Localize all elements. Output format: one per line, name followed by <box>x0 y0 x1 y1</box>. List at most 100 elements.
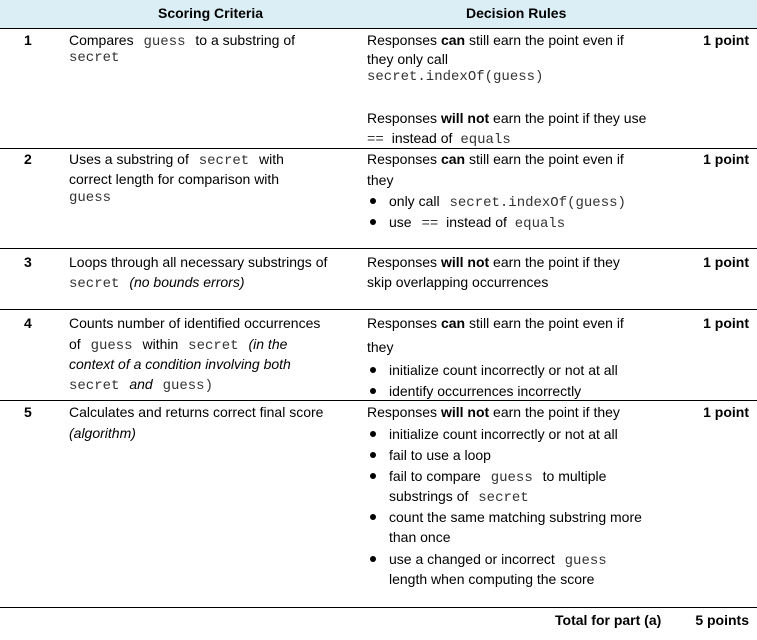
row-divider <box>0 400 757 401</box>
criteria-code: guess <box>90 338 133 354</box>
bullet-icon <box>370 219 376 225</box>
rule-code: guess <box>564 553 607 569</box>
total-label: Total for part (a) <box>555 612 662 628</box>
rule-text: earn the point if they use <box>493 110 647 126</box>
row-3-criteria-line-1: Loops through all necessary substrings o… <box>69 254 328 270</box>
row-4-criteria-line-3: context of a condition involving both <box>69 356 291 372</box>
row-divider <box>0 309 757 310</box>
row-1-rule-line-4: Responses will not earn the point if the… <box>367 108 646 128</box>
row-5-rule-bullet-3: fail to compare guess to multiple <box>389 466 606 488</box>
bullet-icon <box>370 388 376 394</box>
criteria-text: of <box>69 336 81 352</box>
row-5-criteria-line-1: Calculates and returns correct final sco… <box>69 404 324 420</box>
row-4-criteria-line-2: of guess within secret (in the <box>69 334 287 356</box>
row-3-number: 3 <box>24 254 32 270</box>
bullet-icon <box>370 514 376 520</box>
bullet-icon <box>370 431 376 437</box>
criteria-text: with <box>259 151 284 167</box>
row-4-rule-line-1: Responses can still earn the point even … <box>367 313 624 333</box>
bullet-icon <box>370 556 376 562</box>
rule-text: Responses <box>367 32 438 48</box>
rule-text: still earn the point even if <box>468 32 624 48</box>
rule-bold: will not <box>440 404 490 420</box>
row-5-rule-bullet-1: initialize count incorrectly or not at a… <box>389 426 618 442</box>
criteria-code: secret <box>69 276 120 292</box>
criteria-code: secret <box>188 338 239 354</box>
criteria-text: Uses a substring of <box>69 151 189 167</box>
rule-text: use <box>389 214 412 230</box>
row-5-rule-line-1: Responses will not earn the point if the… <box>367 402 620 422</box>
row-1-points: 1 point <box>703 32 749 48</box>
rule-code: equals <box>514 216 566 232</box>
rule-code: guess <box>490 470 533 486</box>
rule-text: to multiple <box>542 468 607 484</box>
row-2-rule-line-2: they <box>367 172 394 188</box>
row-5-rule-bullet-3-cont: substrings of secret <box>389 486 529 508</box>
row-3-rule-line-2: skip overlapping occurrences <box>367 274 549 290</box>
criteria-italic: and <box>129 376 153 392</box>
row-divider <box>0 248 757 249</box>
row-1-number: 1 <box>24 32 32 48</box>
rule-code: equals <box>460 132 511 148</box>
rule-bold: will not <box>440 110 490 126</box>
rule-text: fail to compare <box>389 468 481 484</box>
row-1-rule-line-1: Responses can still earn the point even … <box>367 30 624 50</box>
row-3-criteria-line-2: secret (no bounds errors) <box>69 272 244 294</box>
criteria-italic: (in the <box>248 336 288 352</box>
row-1-criteria-code-2: secret <box>69 50 120 66</box>
rule-code: secret <box>478 490 529 506</box>
rule-text: use a changed or incorrect <box>389 551 555 567</box>
row-5-number: 5 <box>24 404 32 420</box>
row-2-points: 1 point <box>703 151 749 167</box>
row-1-rule-code: secret.indexOf(guess) <box>367 69 544 85</box>
rule-text: instead of <box>391 130 453 146</box>
criteria-code: guess) <box>162 378 213 394</box>
row-4-rule-line-2: they <box>367 339 394 355</box>
rule-code: == <box>367 132 384 148</box>
rule-text: instead of <box>446 214 507 230</box>
row-1-criteria-line-1: Compares guess to a substring of <box>69 30 295 52</box>
total-points: 5 points <box>695 612 749 628</box>
row-4-rule-bullet-1: initialize count incorrectly or not at a… <box>389 362 618 378</box>
row-2-criteria-line-2: correct length for comparison with <box>69 171 280 187</box>
rule-text: Responses <box>367 404 438 420</box>
row-4-criteria-line-4: secret and guess) <box>69 374 213 396</box>
row-2-criteria-code-2: guess <box>69 190 112 206</box>
table-header <box>0 0 757 29</box>
row-1-rule-line-5: == instead of equals <box>367 128 511 150</box>
row-5-rule-bullet-4-cont: than once <box>389 529 451 545</box>
row-4-points: 1 point <box>703 315 749 331</box>
rule-text: Responses <box>367 315 438 331</box>
bullet-icon <box>370 367 376 373</box>
row-5-criteria-line-2: (algorithm) <box>69 425 136 441</box>
row-3-rule-line-1: Responses will not earn the point if the… <box>367 252 620 272</box>
rule-bold: can <box>440 32 466 48</box>
row-1-criteria-text-2: to a substring of <box>195 32 296 48</box>
bullet-icon <box>370 452 376 458</box>
bullet-icon <box>370 198 376 204</box>
row-divider <box>0 607 757 608</box>
rule-code: == <box>421 216 439 232</box>
rule-text: still earn the point even if <box>468 315 624 331</box>
bullet-icon <box>370 473 376 479</box>
rule-text: Responses <box>367 254 438 270</box>
row-2-criteria-line-1: Uses a substring of secret with <box>69 149 284 171</box>
rule-code: secret.indexOf(guess) <box>449 195 626 211</box>
row-2-rule-line-1: Responses can still earn the point even … <box>367 149 624 169</box>
rule-text: only call <box>389 193 440 209</box>
row-1-criteria-text: Compares <box>69 32 134 48</box>
header-decision-rules: Decision Rules <box>466 5 567 21</box>
rule-bold: can <box>440 315 466 331</box>
row-4-criteria-line-1: Counts number of identified occurrences <box>69 315 321 331</box>
row-5-points: 1 point <box>703 404 749 420</box>
row-5-rule-bullet-2: fail to use a loop <box>389 447 491 463</box>
row-3-points: 1 point <box>703 254 749 270</box>
criteria-text: within <box>142 336 179 352</box>
row-5-rule-bullet-5: use a changed or incorrect guess <box>389 549 607 571</box>
row-4-number: 4 <box>24 315 32 331</box>
criteria-code: secret <box>69 378 120 394</box>
row-5-rule-bullet-4: count the same matching substring more <box>389 509 642 525</box>
criteria-italic: (no bounds errors) <box>129 274 245 290</box>
rule-text: Responses <box>367 110 438 126</box>
header-scoring-criteria: Scoring Criteria <box>158 5 264 21</box>
